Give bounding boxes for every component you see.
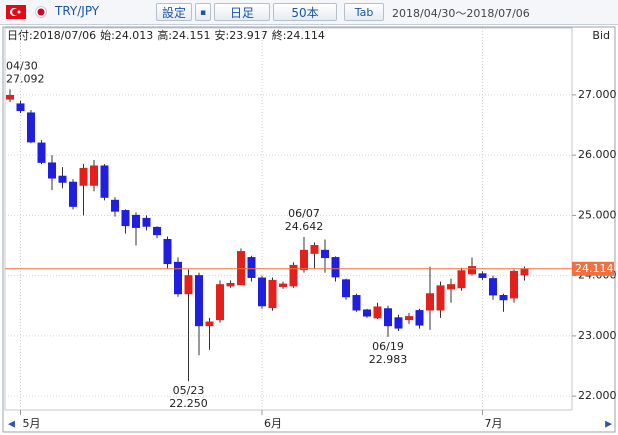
candle-body bbox=[373, 306, 382, 319]
candle-body bbox=[310, 245, 319, 254]
candle-body bbox=[447, 284, 455, 290]
info-item: 始:24.013 bbox=[100, 28, 153, 42]
candle-body bbox=[184, 275, 193, 295]
candle-body bbox=[489, 278, 497, 296]
last-price-box bbox=[572, 261, 614, 276]
candle-body bbox=[247, 257, 256, 278]
candle-body bbox=[499, 295, 508, 301]
candle-body bbox=[48, 162, 56, 179]
x-tick-label: 5月 bbox=[23, 417, 41, 430]
pair-name[interactable]: TRY/JPY bbox=[55, 4, 100, 18]
candle-body bbox=[174, 261, 182, 295]
info-line: 日付:2018/07/06 始:24.013 高:24.151 安:23.917 終:2… bbox=[7, 28, 325, 42]
annotation-date: 06/07 bbox=[288, 207, 320, 220]
y-tick-label: 23.000 bbox=[578, 329, 617, 342]
settings-button[interactable]: 設定 bbox=[156, 3, 192, 21]
annotation-date: 04/30 bbox=[6, 59, 38, 72]
candle-body bbox=[352, 295, 361, 311]
candle-body bbox=[394, 317, 403, 329]
candle-body bbox=[163, 238, 172, 265]
candle-body bbox=[268, 279, 277, 309]
scroll-left[interactable]: ◀ bbox=[8, 420, 15, 430]
annotation-value: 24.642 bbox=[285, 220, 324, 233]
candle-body bbox=[300, 249, 308, 271]
annotation-value: 27.092 bbox=[6, 72, 45, 85]
candle-body bbox=[384, 308, 392, 327]
candle-body bbox=[90, 165, 98, 186]
candle-body bbox=[478, 273, 487, 278]
count-button[interactable]: 50本 bbox=[273, 3, 337, 21]
flag-tr-crescent-cut bbox=[12, 8, 19, 16]
candle-body bbox=[457, 270, 466, 289]
annotation-value: 22.250 bbox=[169, 397, 208, 410]
annotation-date: 05/23 bbox=[173, 384, 205, 397]
scroll-right[interactable]: ▶ bbox=[605, 420, 612, 430]
y-tick-label: 25.000 bbox=[578, 208, 617, 221]
x-tick-label: 6月 bbox=[264, 417, 282, 430]
period-button[interactable]: 日足 bbox=[214, 3, 270, 21]
candle-body bbox=[405, 316, 413, 321]
flag-tr-star bbox=[17, 10, 21, 14]
candle-body bbox=[237, 251, 245, 286]
y-tick-label: 27.000 bbox=[578, 88, 617, 101]
candle-body bbox=[510, 270, 518, 299]
y-tick-label: 26.000 bbox=[578, 148, 617, 161]
candle-body bbox=[436, 285, 445, 311]
y-tick-label: 22.000 bbox=[578, 389, 617, 402]
candle-body bbox=[289, 264, 298, 287]
candle-body bbox=[363, 309, 371, 317]
candle-body bbox=[6, 94, 14, 100]
candle-body bbox=[321, 249, 329, 259]
candle-body bbox=[195, 275, 203, 327]
info-item: 安:23.917 bbox=[215, 28, 268, 42]
candle-body bbox=[226, 282, 235, 287]
candle-body bbox=[79, 167, 88, 186]
date-range: 2018/04/30〜2018/07/06 bbox=[392, 7, 530, 20]
candle-body bbox=[100, 165, 109, 198]
info-item: 終:24.114 bbox=[272, 28, 325, 42]
candle-body bbox=[16, 103, 25, 112]
flags bbox=[6, 5, 47, 19]
x-tick-label: 7月 bbox=[485, 417, 503, 430]
info-item: 高:24.151 bbox=[157, 28, 210, 42]
candle-body bbox=[111, 199, 119, 212]
candle-body bbox=[216, 284, 224, 321]
candle-body bbox=[27, 112, 35, 143]
annotation-date: 06/19 bbox=[372, 340, 404, 353]
flag-jp-sun bbox=[37, 8, 45, 16]
candle-body bbox=[121, 210, 130, 227]
candle-body bbox=[58, 175, 67, 183]
candle-body bbox=[205, 321, 214, 327]
candle-body bbox=[142, 217, 151, 227]
tab-button[interactable]: Tab bbox=[344, 3, 384, 21]
candle-body bbox=[153, 226, 161, 236]
candle-body bbox=[258, 277, 266, 307]
candle-body bbox=[132, 214, 140, 228]
candle-body bbox=[520, 268, 529, 276]
save-button[interactable]: ▪ bbox=[195, 3, 211, 21]
candle-body bbox=[426, 293, 434, 311]
candle-body bbox=[468, 266, 476, 275]
info-item: 日付:2018/07/06 bbox=[7, 29, 96, 42]
candle-body bbox=[279, 283, 287, 287]
candle-body bbox=[69, 181, 77, 207]
candle-body bbox=[331, 257, 340, 278]
annotation-value: 22.983 bbox=[369, 353, 408, 366]
price-side: Bid bbox=[592, 29, 610, 42]
toolbar: TRY/JPY 設定 ▪ 日足 50本 Tab 2018/04/30〜2018/… bbox=[0, 0, 618, 25]
last-price-label: 24.114 bbox=[575, 262, 614, 275]
candle-body bbox=[415, 310, 424, 326]
chart: 日付:2018/07/06 始:24.013 高:24.151 安:23.917 終:2… bbox=[2, 26, 617, 433]
candle-body bbox=[37, 142, 46, 163]
candle-body bbox=[342, 279, 350, 298]
